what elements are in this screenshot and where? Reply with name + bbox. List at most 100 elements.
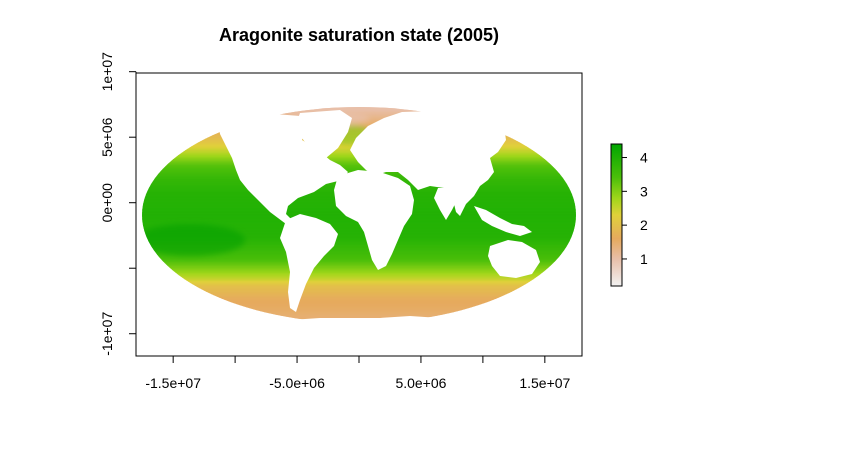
x-axis: -1.5e+07 -5.0e+06 5.0e+06 1.5e+07	[145, 355, 571, 391]
latitude-band	[142, 282, 576, 285]
latitude-band	[142, 228, 576, 231]
latitude-band	[142, 112, 576, 114]
latitude-band	[142, 317, 576, 319]
latitude-band	[142, 262, 576, 265]
latitude-band	[142, 108, 576, 110]
latitude-band	[142, 264, 576, 267]
latitude-band	[142, 296, 576, 298]
x-tick-label: 5.0e+06	[395, 375, 446, 391]
latitude-band	[142, 295, 576, 297]
latitude-band	[142, 290, 576, 293]
latitude-band	[142, 247, 576, 250]
latitude-band	[142, 314, 576, 317]
latitude-band	[142, 277, 576, 280]
latitude-band	[142, 109, 576, 112]
latitude-band	[142, 307, 576, 309]
latitude-band	[142, 273, 576, 276]
land-europe-asia	[350, 111, 506, 216]
latitude-band	[142, 164, 576, 167]
legend-tick-label: 4	[640, 150, 648, 166]
latitude-band	[142, 289, 576, 291]
latitude-band	[142, 316, 576, 318]
latitude-band	[142, 225, 576, 228]
latitude-band	[142, 278, 576, 281]
latitude-band	[142, 232, 576, 235]
chart-title: Aragonite saturation state (2005)	[219, 25, 499, 45]
legend-color-bar	[610, 143, 623, 287]
latitude-band	[142, 248, 576, 251]
latitude-band	[142, 271, 576, 273]
latitude-band	[142, 109, 576, 111]
latitude-band	[142, 268, 576, 271]
latitude-band	[142, 303, 576, 306]
latitude-band	[142, 251, 576, 254]
latitude-band	[142, 306, 576, 308]
x-tick-label: -1.5e+07	[145, 375, 201, 391]
latitude-band	[142, 312, 576, 315]
latitude-band	[142, 223, 576, 226]
land-africa	[334, 170, 414, 270]
latitude-band	[142, 313, 576, 316]
latitude-band	[142, 291, 576, 294]
latitude-band	[142, 237, 576, 240]
latitude-band	[142, 309, 576, 311]
latitude-band	[142, 301, 576, 304]
latitude-band	[142, 292, 576, 295]
y-tick-label: 1e+07	[99, 52, 115, 92]
color-legend: 1 2 3 4	[610, 143, 648, 287]
latitude-band	[142, 311, 576, 313]
land-antarctica	[230, 316, 488, 330]
y-tick-label: -1e+07	[99, 312, 115, 356]
latitude-band	[142, 284, 576, 286]
latitude-band	[142, 302, 576, 305]
latitude-band	[142, 242, 576, 245]
latitude-band	[142, 266, 576, 269]
latitude-band	[142, 235, 576, 238]
latitude-band	[142, 165, 576, 168]
land-masses	[218, 110, 540, 330]
latitude-band	[142, 240, 576, 243]
land-southeast-asia	[474, 206, 532, 236]
latitude-band	[142, 265, 576, 268]
latitude-band	[142, 110, 576, 112]
y-tick-label: 0e+00	[99, 183, 115, 223]
equatorial-pacific-high	[142, 224, 245, 256]
latitude-band	[142, 297, 576, 300]
latitude-band	[142, 287, 576, 290]
latitude-band	[142, 276, 576, 279]
latitude-band	[142, 124, 576, 127]
latitude-band	[142, 260, 576, 263]
legend-tick-label: 3	[640, 183, 648, 199]
latitude-band	[142, 250, 576, 253]
latitude-band	[142, 167, 576, 170]
latitude-band	[142, 245, 576, 248]
x-tick-label: 1.5e+07	[519, 375, 570, 391]
latitude-band	[142, 305, 576, 307]
latitude-band	[142, 293, 576, 296]
latitude-band	[142, 252, 576, 256]
latitude-band	[142, 275, 576, 277]
latitude-band	[142, 241, 576, 244]
latitude-band	[142, 255, 576, 258]
y-axis: -1e+07 0e+00 5e+06 1e+07	[99, 52, 137, 356]
latitude-band	[142, 258, 576, 261]
latitude-band	[142, 315, 576, 317]
latitude-band	[142, 234, 576, 237]
latitude-band	[142, 107, 576, 108]
land-australia	[488, 240, 540, 278]
latitude-band	[142, 298, 576, 301]
land-south-america	[280, 214, 338, 312]
legend-tick-label: 2	[640, 217, 648, 233]
latitude-band	[142, 168, 576, 171]
latitude-band	[142, 229, 576, 232]
latitude-band	[142, 285, 576, 288]
latitude-band	[142, 238, 576, 241]
y-tick-label: 5e+06	[99, 117, 115, 157]
latitude-band	[142, 280, 576, 283]
latitude-band	[142, 300, 576, 303]
latitude-band	[142, 269, 576, 272]
latitude-band	[142, 311, 576, 314]
latitude-band	[142, 163, 576, 166]
land-india	[434, 188, 458, 220]
